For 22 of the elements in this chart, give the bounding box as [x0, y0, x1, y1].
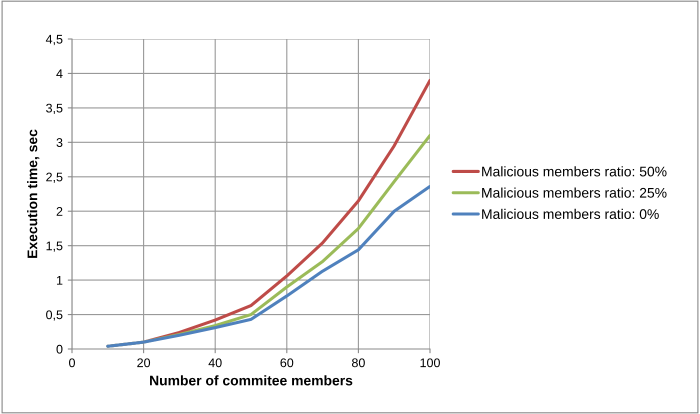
- x-axis-title: Number of commitee members: [150, 375, 352, 386]
- y-tick-label: 1: [56, 276, 62, 285]
- y-tick-label: 1,5: [46, 242, 62, 252]
- legend-label: Malicious members ratio: 0%: [482, 208, 659, 220]
- x-tick-label: 0: [69, 358, 75, 368]
- x-tick-label: 80: [352, 358, 365, 368]
- y-axis-title: Execution time, sec: [27, 130, 40, 258]
- y-tick-label: 0: [56, 344, 62, 354]
- x-tick-label: 60: [280, 358, 294, 368]
- x-tick-label: 20: [137, 358, 150, 368]
- y-tick-label: 3,5: [46, 104, 62, 114]
- x-tick-label: 40: [208, 358, 222, 368]
- legend-label: Malicious members ratio: 25%: [482, 188, 667, 198]
- y-tick-label: 2: [56, 207, 62, 216]
- y-tick-label: 4,5: [46, 34, 62, 46]
- y-tick-label: 4: [56, 69, 63, 78]
- line-series: [106, 184, 430, 348]
- y-tick-label: 0,5: [46, 310, 62, 321]
- y-tick-label: 3: [56, 138, 62, 147]
- x-tick-label: 100: [420, 358, 440, 368]
- y-tick-label: 2,5: [46, 172, 62, 183]
- legend-label: Malicious members ratio: 50%: [482, 166, 667, 176]
